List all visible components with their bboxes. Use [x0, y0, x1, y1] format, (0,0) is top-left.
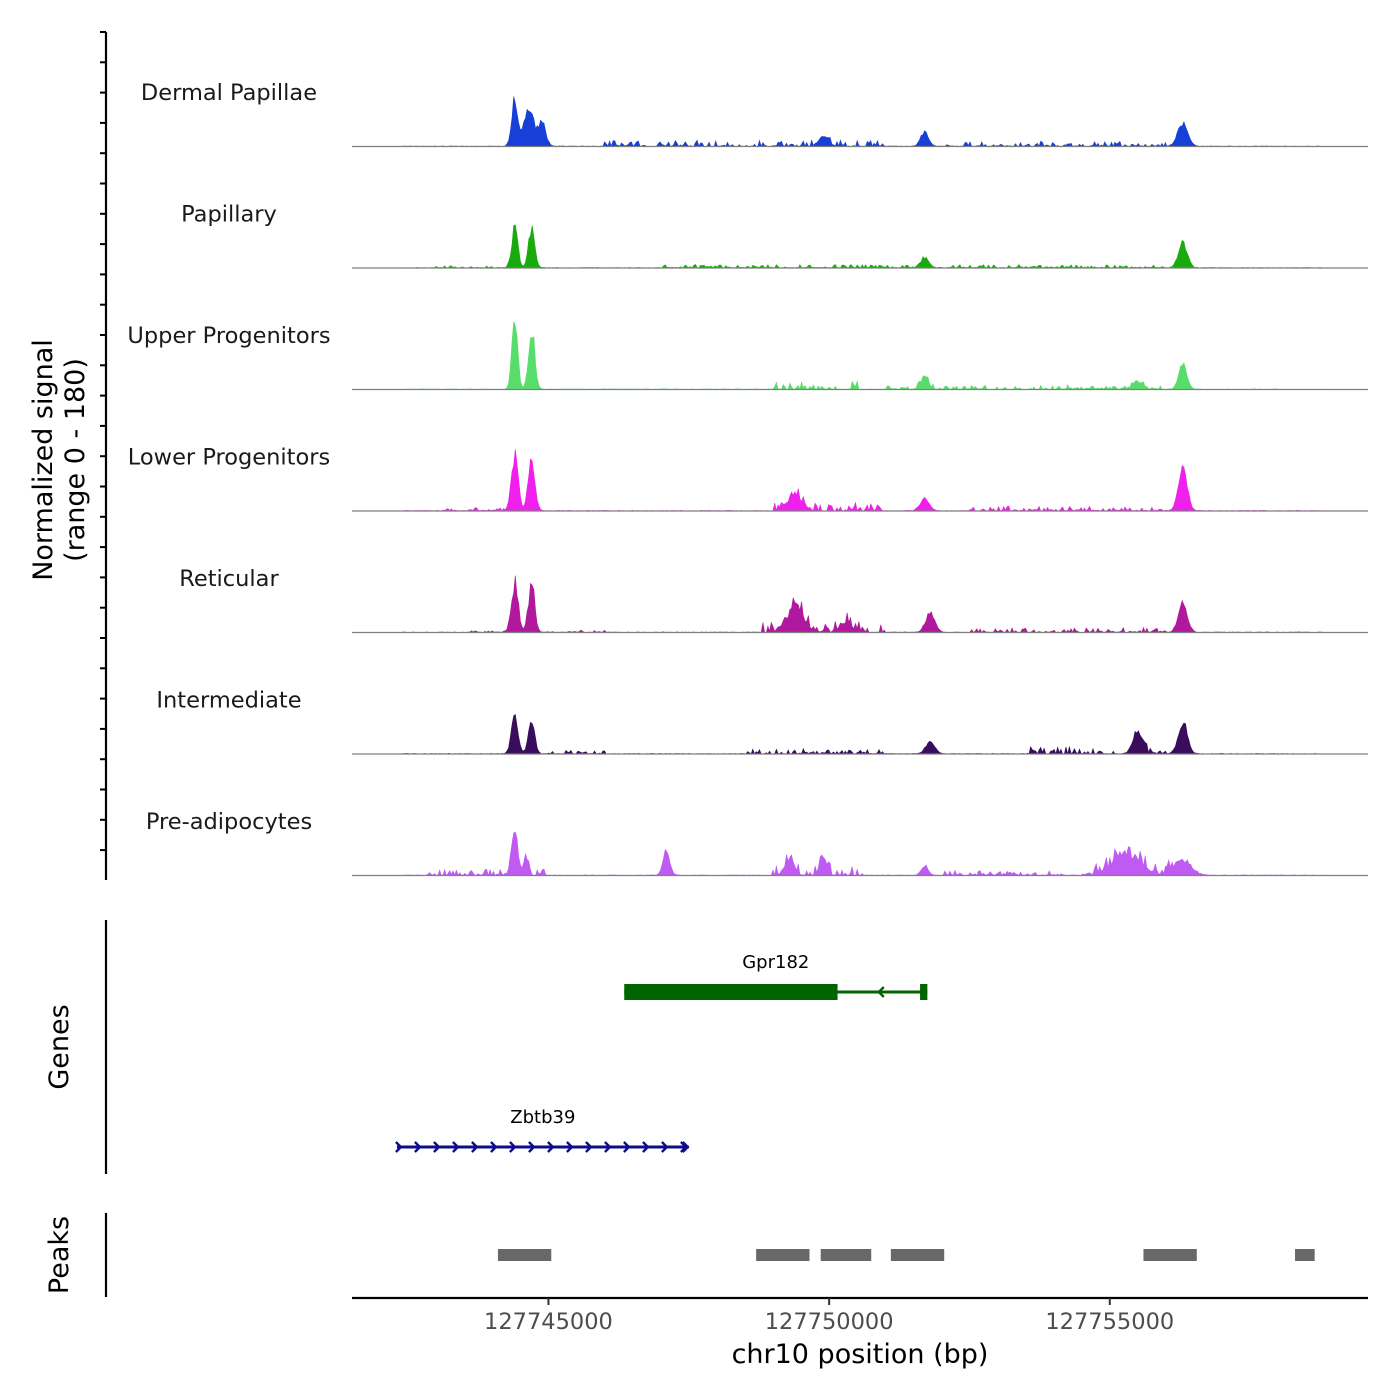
gene-label: Gpr182 — [742, 952, 809, 973]
peak-region — [756, 1249, 810, 1261]
strand-arrow — [566, 1141, 574, 1153]
x-tick-label: 127750000 — [765, 1309, 894, 1335]
gene-gpr182: Gpr182 — [624, 952, 928, 1000]
gene-zbtb39: Zbtb39 — [395, 1107, 690, 1153]
strand-arrow — [680, 1141, 688, 1153]
strand-arrow — [623, 1141, 631, 1153]
strand-arrow — [433, 1141, 441, 1153]
signal-area — [402, 575, 1324, 634]
gene-label: Zbtb39 — [510, 1107, 575, 1128]
strand-arrow — [452, 1141, 460, 1153]
track-label: Pre-adipocytes — [146, 809, 312, 835]
peak-region — [890, 1249, 945, 1261]
strand-arrow — [661, 1141, 669, 1153]
track-label: Upper Progenitors — [127, 323, 330, 349]
strand-arrow — [528, 1141, 536, 1153]
signal-area — [402, 449, 1324, 512]
signal-area — [402, 224, 1324, 269]
peak-region — [1295, 1249, 1315, 1261]
strand-arrow — [547, 1141, 555, 1153]
strand-arrow — [642, 1141, 650, 1153]
track-label: Intermediate — [156, 688, 301, 714]
strand-arrow — [604, 1141, 612, 1153]
strand-arrow — [585, 1141, 593, 1153]
genes-track-label: Genes — [44, 1004, 75, 1089]
strand-arrow — [414, 1141, 422, 1153]
track-pre-adipocytes: Pre-adipocytes — [146, 809, 1368, 877]
track-label: Dermal Papillae — [141, 80, 317, 106]
x-tick-label: 127745000 — [484, 1309, 613, 1335]
track-upper-progenitors: Upper Progenitors — [127, 321, 1368, 391]
strand-arrow — [509, 1141, 517, 1153]
x-axis-title: chr10 position (bp) — [732, 1339, 989, 1370]
track-dermal-papillae: Dermal Papillae — [141, 80, 1368, 148]
x-tick-label: 127755000 — [1045, 1309, 1174, 1335]
gene-exon — [920, 984, 928, 1000]
track-label: Lower Progenitors — [128, 445, 330, 471]
y-axis-title-line2: (range 0 - 180) — [60, 358, 91, 562]
signal-area — [402, 831, 1324, 877]
strand-arrow — [490, 1141, 498, 1153]
track-lower-progenitors: Lower Progenitors — [128, 445, 1368, 512]
strand-arrow — [681, 1141, 690, 1153]
strand-arrow — [877, 986, 885, 998]
signal-area — [402, 96, 1324, 148]
signal-area — [402, 713, 1324, 755]
signal-area — [402, 321, 1324, 391]
y-axis-title-line1: Normalized signal — [28, 339, 59, 581]
signal-y-ticks — [100, 31, 106, 852]
track-label: Reticular — [179, 566, 279, 592]
track-papillary: Papillary — [181, 202, 1368, 269]
track-label: Papillary — [181, 202, 277, 228]
strand-arrow — [471, 1141, 479, 1153]
track-intermediate: Intermediate — [156, 688, 1368, 755]
peak-region — [1143, 1249, 1197, 1261]
signal-tracks-panel: Dermal Papillae Papillary Upper Progenitor… — [127, 80, 1368, 877]
peaks-track-label: Peaks — [44, 1216, 75, 1294]
peaks-panel — [497, 1249, 1315, 1261]
track-reticular: Reticular — [179, 566, 1368, 634]
peak-region — [820, 1249, 872, 1261]
peak-region — [497, 1249, 552, 1261]
genes-panel: Zbtb39 Gpr182 — [395, 952, 928, 1153]
strand-arrow — [395, 1141, 403, 1153]
x-axis: 127745000 127750000 127755000 — [484, 1298, 1174, 1335]
gene-exon — [624, 984, 838, 1000]
